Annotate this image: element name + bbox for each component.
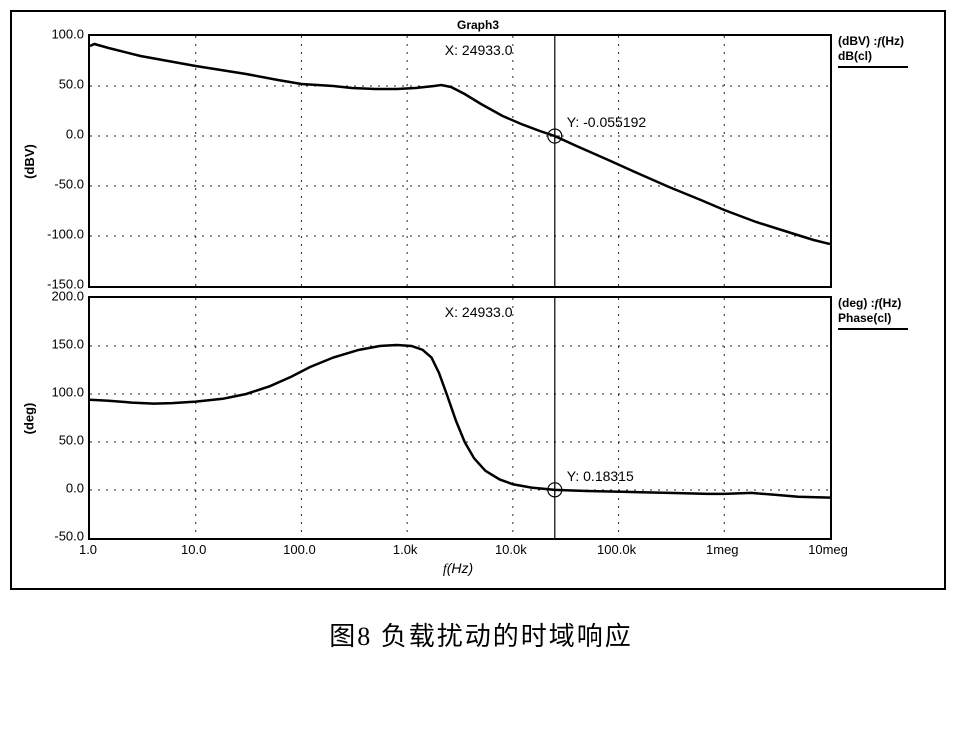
plot-row-phase: (deg)200.0150.0100.050.00.0-50.0X: 24933… [18,296,938,540]
x-tick: 1.0k [393,542,418,557]
legend-title: (deg) :f(Hz) [838,296,926,311]
cursor-x-annot: X: 24933.0 [445,42,513,58]
legend-phase: (deg) :f(Hz)Phase(cl) [832,296,926,540]
cursor-x-annot: X: 24933.0 [445,304,513,320]
plot-area-phase: X: 24933.0 Y: 0.18315 [88,296,832,540]
cursor-y-annot: Y: 0.18315 [567,468,634,484]
y-tick: -100.0 [47,227,84,242]
plot-area-magnitude: X: 24933.0 Y: -0.055192 [88,34,832,288]
y-tick: 50.0 [59,433,84,448]
x-tick: 1.0 [79,542,97,557]
legend-title: (dBV) :f(Hz) [838,34,926,49]
figure-caption: 图8 负载扰动的时域响应 [10,616,952,653]
y-tick-col: 100.050.00.0-50.0-100.0-150.0 [40,34,88,284]
y-tick: 100.0 [51,27,84,42]
legend-series: dB(cl) [838,49,926,63]
legend-swatch [838,328,908,330]
y-axis-label: (deg) [18,296,40,540]
curve-phase [90,345,830,498]
y-tick: 200.0 [51,289,84,304]
x-tick: 100.0k [597,542,636,557]
y-tick: 50.0 [59,77,84,92]
x-axis-label: f(Hz) [88,560,828,578]
x-tick-row: 1.010.0100.01.0k10.0k100.0k1meg10meg [88,540,828,560]
y-tick: -50.0 [54,177,84,192]
y-tick-col: 200.0150.0100.050.00.0-50.0 [40,296,88,536]
x-tick: 1meg [706,542,739,557]
x-tick: 100.0 [283,542,316,557]
graph-frame: Graph3 (dBV)100.050.00.0-50.0-100.0-150.… [10,10,946,590]
x-tick: 10.0k [495,542,527,557]
legend-magnitude: (dBV) :f(Hz)dB(cl) [832,34,926,288]
curve-magnitude [90,44,830,244]
x-tick: 10.0 [181,542,206,557]
y-axis-label: (dBV) [18,34,40,288]
panels-container: (dBV)100.050.00.0-50.0-100.0-150.0X: 249… [18,34,938,540]
legend-swatch [838,66,908,68]
graph-title: Graph3 [18,18,938,32]
cursor-y-annot: Y: -0.055192 [567,114,646,130]
plot-row-magnitude: (dBV)100.050.00.0-50.0-100.0-150.0X: 249… [18,34,938,288]
y-tick: 150.0 [51,337,84,352]
y-tick: 0.0 [66,481,84,496]
y-tick: 100.0 [51,385,84,400]
x-tick: 10meg [808,542,848,557]
legend-series: Phase(cl) [838,311,926,325]
y-tick: 0.0 [66,127,84,142]
